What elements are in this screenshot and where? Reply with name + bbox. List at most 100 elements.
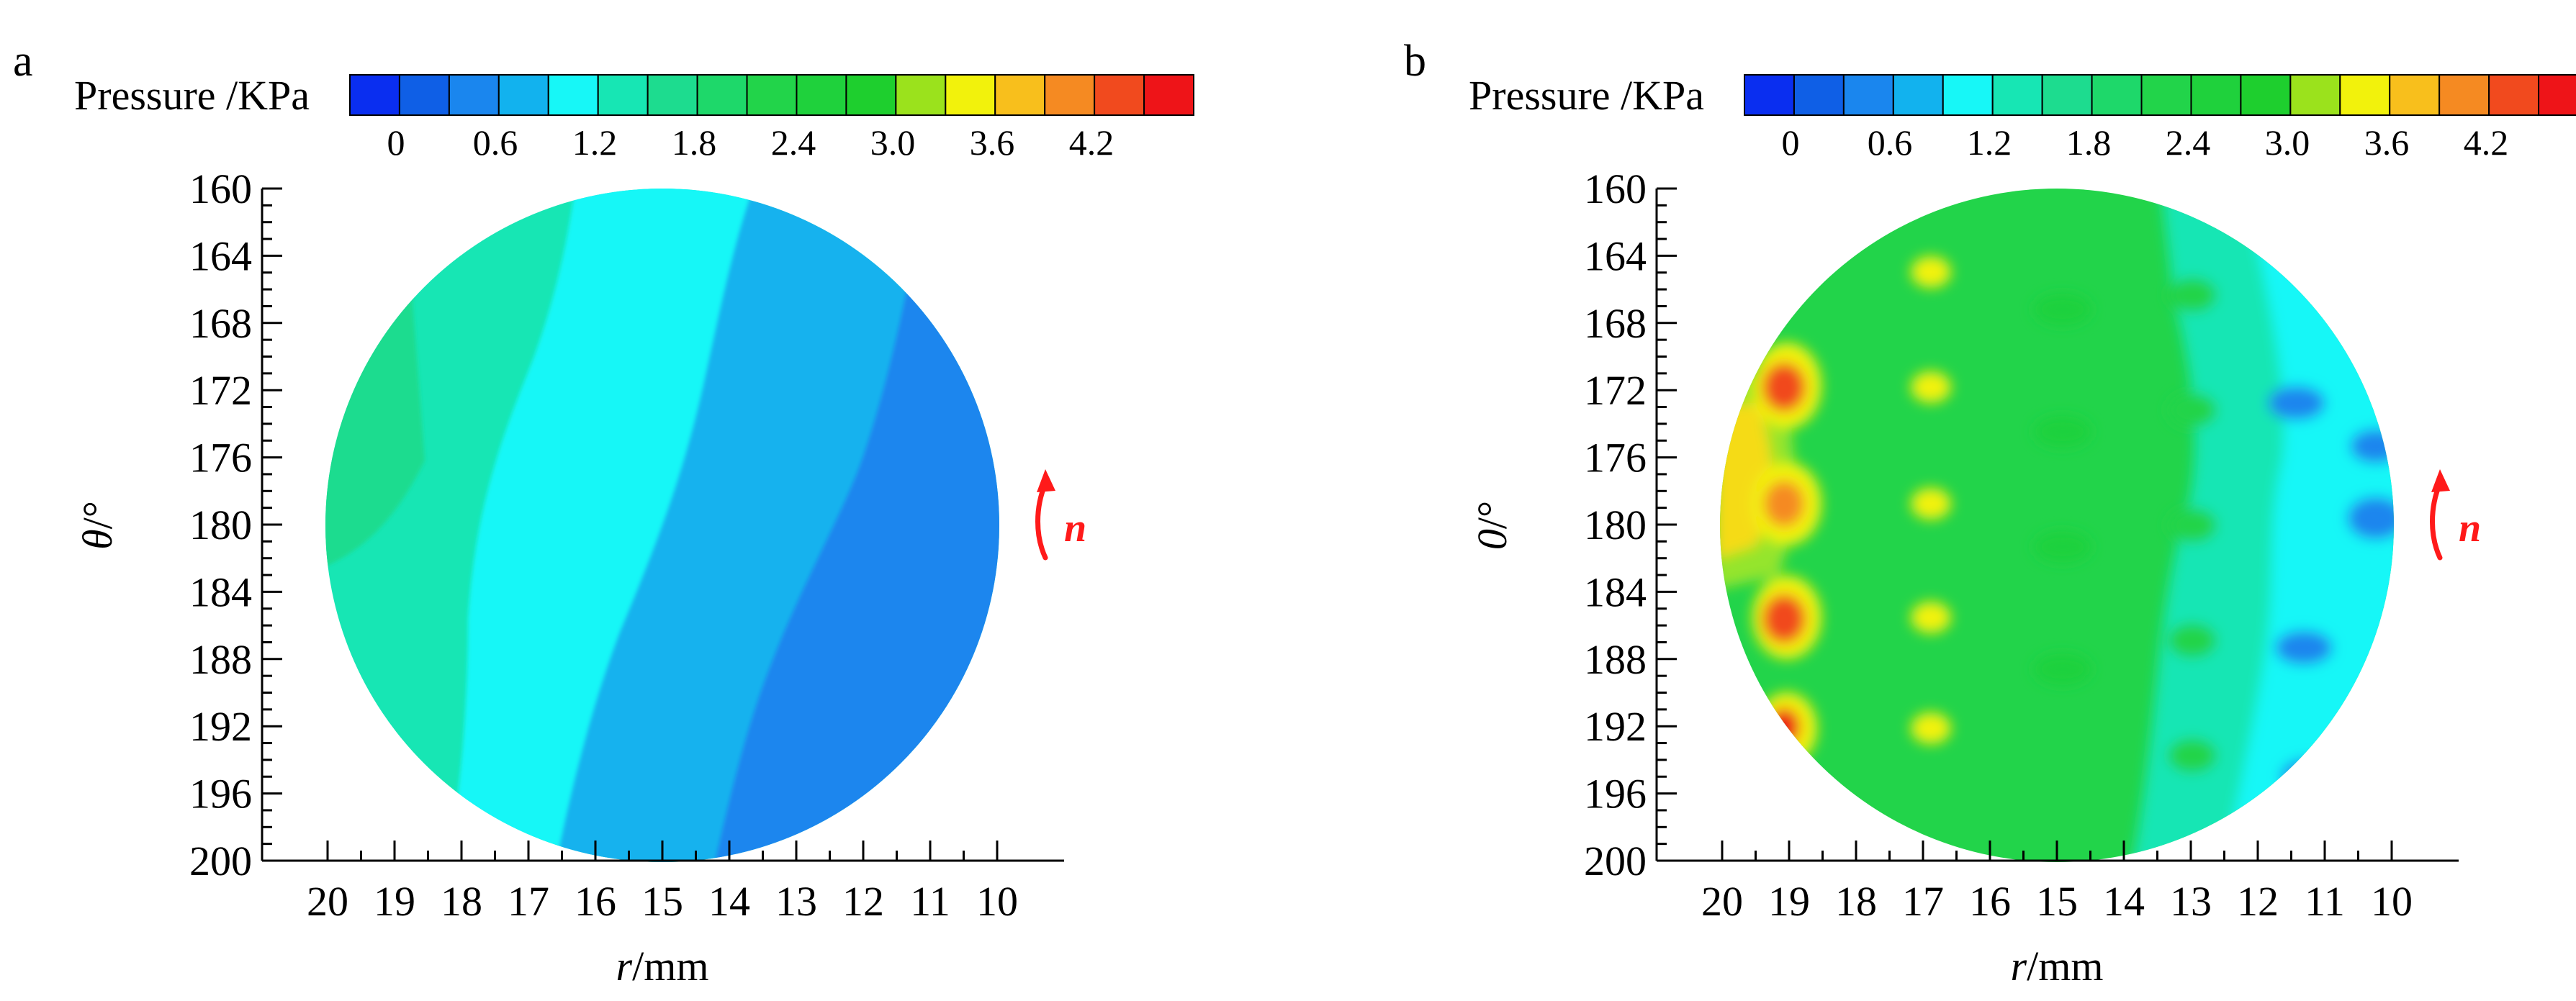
x-tick-label: 10 bbox=[976, 878, 1018, 925]
hotspot-core bbox=[1764, 481, 1804, 527]
contour-spot bbox=[2034, 416, 2091, 448]
y-tick-label: 164 bbox=[189, 232, 252, 279]
colorbar-swatch bbox=[2091, 74, 2143, 116]
rotation-label: n bbox=[2459, 506, 2481, 551]
colorbar-tick: 1.8 bbox=[672, 122, 717, 163]
low-pressure-crescent bbox=[2350, 429, 2394, 463]
contour-spot bbox=[2168, 623, 2217, 658]
colorbar-swatch bbox=[2190, 74, 2242, 116]
colorbar-swatch bbox=[2488, 74, 2540, 116]
colorbar-tick: 2.4 bbox=[2166, 122, 2211, 163]
x-tick-label: 16 bbox=[1969, 878, 2011, 925]
panel-a: a Pressure /KPa 0 0.6 1.2 1.8 2.4 3.0 3.… bbox=[13, 37, 1195, 989]
contour-spot bbox=[2034, 653, 2091, 685]
y-axis-label-unit: /° bbox=[1469, 501, 1516, 529]
low-pressure-crescent bbox=[2268, 386, 2325, 420]
colorbar-swatch bbox=[1044, 74, 1096, 116]
x-tick-label: 17 bbox=[1902, 878, 1944, 925]
panel-b-colorbar-title: Pressure /KPa bbox=[1469, 72, 1704, 119]
colorbar-tick: 2.4 bbox=[771, 122, 816, 163]
y-tick-label: 176 bbox=[189, 435, 252, 481]
panel-a-x-ticks: 20 19 18 17 16 15 14 13 12 11 10 bbox=[307, 841, 1018, 925]
colorbar-swatch bbox=[2389, 74, 2441, 116]
colorbar-tick: 1.2 bbox=[1967, 122, 2012, 163]
x-axis-label-unit: /mm bbox=[632, 943, 708, 989]
panel-b-label: b bbox=[1404, 37, 1426, 86]
rotation-arrowhead-icon bbox=[2431, 469, 2450, 492]
x-tick-label: 10 bbox=[2371, 878, 2413, 925]
colorbar-swatch bbox=[2140, 74, 2192, 116]
x-tick-label: 14 bbox=[2103, 878, 2145, 925]
colorbar-swatch bbox=[2240, 74, 2292, 116]
low-pressure-crescent bbox=[2281, 758, 2341, 796]
x-axis-label-unit: /mm bbox=[2027, 943, 2103, 989]
colorbar-tick: 1.2 bbox=[572, 122, 618, 163]
y-tick-label: 164 bbox=[1584, 232, 1647, 279]
panel-b-x-axis-label: r/mm bbox=[2011, 943, 2104, 989]
colorbar-tick: 0.6 bbox=[1868, 122, 1913, 163]
y-tick-label: 172 bbox=[1584, 367, 1647, 414]
colorbar-tick: 3.6 bbox=[970, 122, 1015, 163]
panel-b-x-ticks: 20 19 18 17 16 15 14 13 12 11 10 bbox=[1701, 841, 2413, 925]
contour-spot bbox=[2168, 508, 2217, 543]
panel-b-colorbar-ticks: 0 0.6 1.2 1.8 2.4 3.0 3.6 4.2 bbox=[1782, 122, 2509, 163]
y-tick-label: 180 bbox=[189, 502, 252, 548]
panel-a-contour-bands bbox=[325, 189, 999, 862]
y-tick-label: 180 bbox=[1584, 502, 1647, 548]
y-tick-label: 168 bbox=[1584, 300, 1647, 347]
x-tick-label: 18 bbox=[441, 878, 482, 925]
x-tick-label: 19 bbox=[1768, 878, 1810, 925]
y-tick-label: 200 bbox=[189, 838, 252, 884]
hotspot-core bbox=[1762, 363, 1806, 412]
colorbar-tick: 1.8 bbox=[2066, 122, 2112, 163]
colorbar-tick: 0 bbox=[387, 122, 405, 163]
panel-a-rotation-indicator: n bbox=[1035, 469, 1086, 561]
x-tick-label: 18 bbox=[1835, 878, 1877, 925]
low-pressure-crescent bbox=[2347, 497, 2394, 540]
x-tick-label: 12 bbox=[2237, 878, 2279, 925]
panel-b-y-axis-label: 0/° bbox=[1469, 501, 1516, 550]
y-tick-label: 196 bbox=[1584, 771, 1647, 817]
contour-spot bbox=[2034, 531, 2091, 563]
hotspot-small bbox=[1911, 371, 1951, 403]
x-tick-label: 12 bbox=[842, 878, 884, 925]
rotation-arrowhead-icon bbox=[1037, 469, 1055, 492]
panel-a-y-axis-label: θ/° bbox=[74, 501, 121, 550]
y-tick-label: 172 bbox=[189, 367, 252, 414]
colorbar-swatch bbox=[696, 74, 748, 116]
rotation-label: n bbox=[1064, 506, 1086, 551]
hotspot-small bbox=[1911, 602, 1951, 633]
panel-a-axes: 160 164 168 172 176 180 184 188 192 196 200 20 19 18… bbox=[189, 166, 1064, 925]
panel-a-colorbar-title: Pressure /KPa bbox=[74, 72, 310, 119]
panel-b-axes: 160 164 168 172 176 180 184 188 192 196 200 20 19 18… bbox=[1584, 166, 2459, 925]
x-tick-label: 16 bbox=[575, 878, 616, 925]
colorbar-swatch bbox=[349, 74, 400, 116]
panel-a-colorbar: Pressure /KPa 0 0.6 1.2 1.8 2.4 3.0 3.6 … bbox=[74, 72, 1195, 163]
y-tick-label: 192 bbox=[189, 703, 252, 750]
colorbar-tick: 3.6 bbox=[2364, 122, 2410, 163]
y-tick-label: 188 bbox=[189, 636, 252, 683]
panel-b-rotation-indicator: n bbox=[2430, 469, 2481, 561]
y-tick-label: 196 bbox=[189, 771, 252, 817]
y-tick-label: 176 bbox=[1584, 435, 1647, 481]
x-tick-label: 13 bbox=[775, 878, 817, 925]
x-tick-label: 19 bbox=[374, 878, 415, 925]
y-tick-label: 192 bbox=[1584, 703, 1647, 750]
colorbar-swatch bbox=[1793, 74, 1845, 116]
contour-spot bbox=[2168, 278, 2217, 312]
rotation-arrow-icon bbox=[1035, 481, 1048, 561]
y-tick-label: 160 bbox=[1584, 166, 1647, 212]
hotspot-small bbox=[1911, 256, 1951, 288]
x-tick-label: 11 bbox=[2305, 878, 2345, 925]
x-tick-label: 17 bbox=[508, 878, 549, 925]
colorbar-swatch bbox=[547, 74, 599, 116]
x-tick-label: 11 bbox=[910, 878, 950, 925]
colorbar-swatch bbox=[1744, 74, 1795, 116]
x-tick-label: 20 bbox=[307, 878, 348, 925]
x-axis-label-symbol: r bbox=[616, 943, 633, 989]
x-tick-label: 15 bbox=[641, 878, 683, 925]
x-tick-label: 20 bbox=[1701, 878, 1743, 925]
colorbar-swatch bbox=[2438, 74, 2490, 116]
